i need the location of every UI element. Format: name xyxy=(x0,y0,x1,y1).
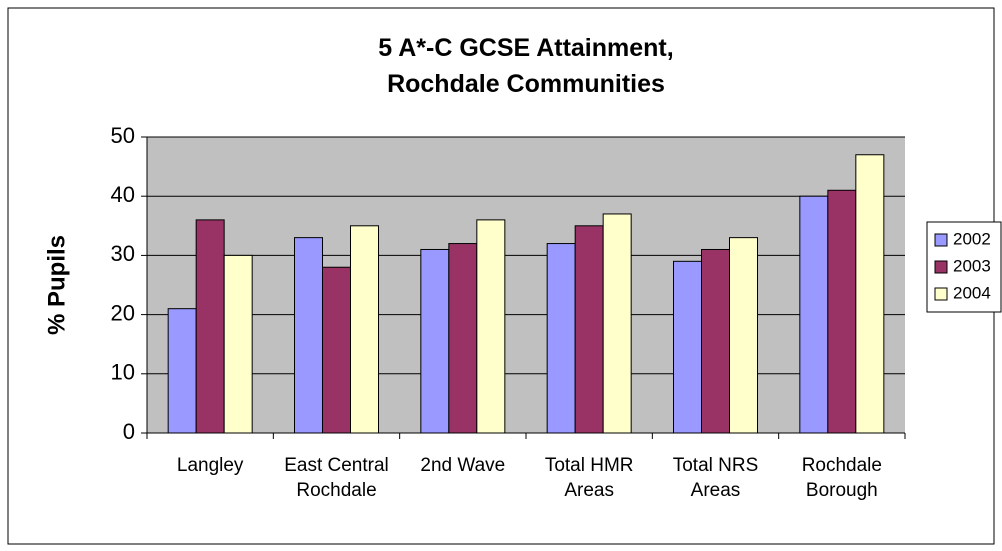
x-tick-label: Total HMR Areas xyxy=(544,455,634,501)
y-tick-label: 40 xyxy=(111,182,135,207)
y-tick-label: 0 xyxy=(123,419,135,444)
y-tick-label: 20 xyxy=(111,300,135,325)
y-tick-label: 50 xyxy=(111,123,135,148)
bar xyxy=(673,260,702,434)
bar xyxy=(420,248,450,434)
bar xyxy=(729,237,758,434)
bar xyxy=(223,254,253,434)
bar xyxy=(574,225,604,434)
bar xyxy=(827,189,857,434)
bar xyxy=(448,243,478,434)
y-tick-label: 10 xyxy=(111,360,135,385)
bar xyxy=(602,213,632,434)
y-tick-label: 30 xyxy=(111,241,135,266)
legend-label: 2004 xyxy=(953,283,991,302)
plot-area xyxy=(147,137,905,433)
legend-swatch xyxy=(934,287,948,301)
legend-swatch xyxy=(934,233,948,247)
bar xyxy=(294,237,323,434)
bar xyxy=(167,308,197,434)
bar xyxy=(855,154,885,434)
x-tick-label: Rochdale Borough xyxy=(801,455,882,501)
x-tick-label: Total NRS Areas xyxy=(672,455,759,501)
bar xyxy=(476,219,506,434)
y-axis-label: % Pupils xyxy=(43,235,70,335)
bar xyxy=(701,248,730,434)
chart-title: 5 A*-C GCSE Attainment, Rochdale Communi… xyxy=(378,34,674,98)
bar xyxy=(195,219,225,434)
x-tick-label: 2nd Wave xyxy=(420,455,506,476)
x-tick-label: East Central Rochdale xyxy=(284,455,389,501)
x-tick-label: Langley xyxy=(176,455,244,476)
bar xyxy=(546,243,576,434)
legend-label: 2003 xyxy=(953,256,991,275)
bar xyxy=(799,195,829,434)
legend-swatch xyxy=(934,260,948,274)
legend-label: 2002 xyxy=(953,229,991,248)
bar xyxy=(350,225,379,434)
bar xyxy=(322,266,351,434)
